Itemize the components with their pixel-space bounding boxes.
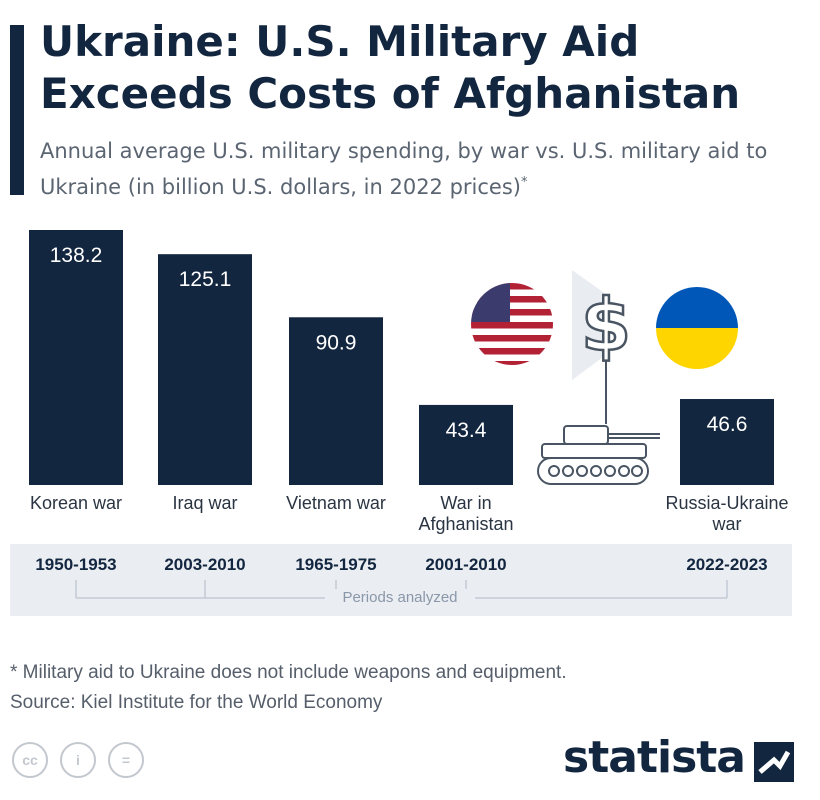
title-accent-bar bbox=[10, 25, 24, 195]
period-label-1: 2003-2010 bbox=[164, 555, 246, 574]
page-title: Ukraine: U.S. Military Aid Exceeds Costs… bbox=[40, 17, 741, 118]
no-derivatives-icon[interactable]: = bbox=[108, 742, 144, 778]
us-flag-icon bbox=[471, 283, 553, 365]
bar-chart: 138.2 Korean war 125.1 Iraq war 90.9 Vietnam … bbox=[29, 230, 789, 534]
period-label-4: 2022-2023 bbox=[686, 555, 768, 574]
page-subtitle: Annual average U.S. military spending, b… bbox=[40, 136, 810, 203]
subtitle-text: Annual average U.S. military spending, b… bbox=[40, 139, 768, 199]
bar-1 bbox=[158, 254, 252, 485]
bar-4 bbox=[680, 399, 774, 485]
dollar-sign-icon: $ bbox=[572, 270, 632, 424]
category-label-4-0: Russia-Ukraine bbox=[665, 493, 788, 513]
category-label-2-0: Vietnam war bbox=[286, 493, 386, 513]
period-label-2: 1965-1975 bbox=[295, 555, 377, 574]
bar-3 bbox=[419, 404, 513, 485]
statista-logo-icon[interactable] bbox=[754, 742, 794, 782]
illustration: $ bbox=[471, 270, 738, 485]
bar-0 bbox=[29, 230, 123, 485]
period-label-3: 2001-2010 bbox=[425, 555, 507, 574]
bar-value-label-3: 43.4 bbox=[446, 419, 487, 442]
periods-caption: Periods analyzed bbox=[325, 589, 475, 606]
ukraine-flag-icon bbox=[656, 287, 738, 369]
bar-value-label-0: 138.2 bbox=[50, 244, 103, 267]
cc-license-icon[interactable]: cc bbox=[12, 742, 48, 778]
subtitle-footnote-mark: * bbox=[521, 175, 528, 190]
category-label-1-0: Iraq war bbox=[172, 493, 237, 513]
source-text: Source: Kiel Institute for the World Eco… bbox=[10, 692, 383, 713]
periods-bracket bbox=[75, 580, 728, 599]
bar-2 bbox=[289, 317, 383, 485]
svg-text:$: $ bbox=[581, 283, 631, 367]
bar-value-label-4: 46.6 bbox=[707, 413, 748, 436]
bar-value-label-1: 125.1 bbox=[179, 268, 232, 291]
footnote: * Military aid to Ukraine does not inclu… bbox=[10, 662, 567, 683]
statista-logo-text[interactable]: statista bbox=[563, 732, 746, 783]
period-label-0: 1950-1953 bbox=[35, 555, 117, 574]
category-label-3-0: War in bbox=[440, 493, 491, 513]
category-label-4-1: war bbox=[711, 514, 741, 534]
attribution-icon[interactable]: i bbox=[60, 742, 96, 778]
category-label-0-0: Korean war bbox=[30, 493, 122, 513]
bar-value-label-2: 90.9 bbox=[316, 331, 357, 354]
tank-icon bbox=[537, 425, 660, 485]
category-label-3-1: Afghanistan bbox=[418, 514, 513, 534]
